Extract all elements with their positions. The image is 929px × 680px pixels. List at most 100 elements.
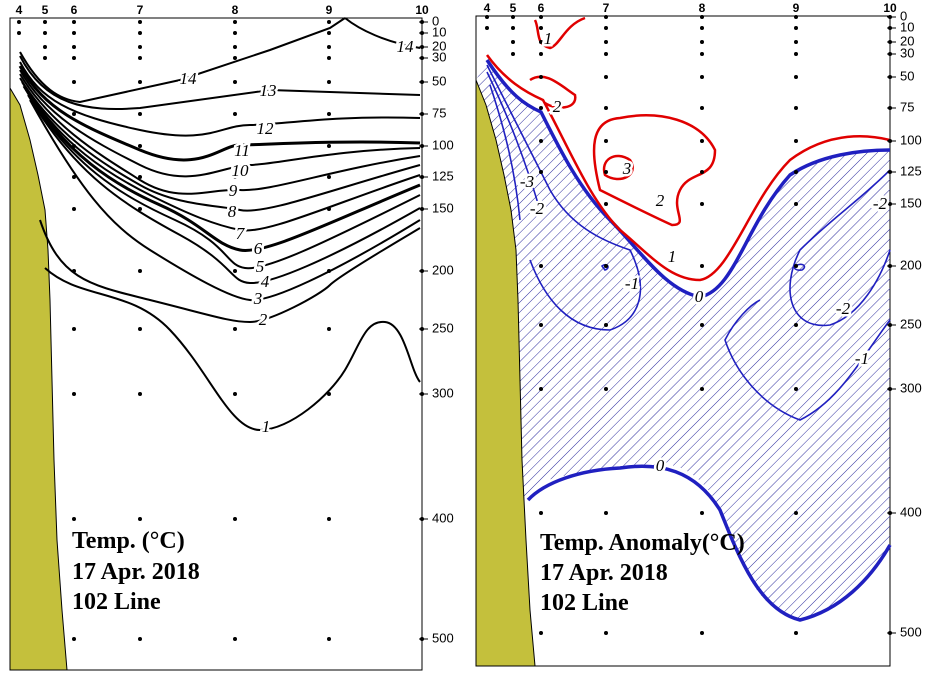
sample-point	[327, 392, 331, 396]
contour-label: 13	[260, 81, 277, 100]
depth-label: 200	[432, 262, 454, 277]
depth-label: 300	[900, 380, 922, 395]
sample-point	[794, 387, 798, 391]
contour-label: 2	[656, 191, 665, 210]
sample-point	[138, 20, 142, 24]
contour-label: -1	[625, 274, 639, 293]
station-label: 10	[415, 3, 429, 17]
sample-point	[539, 26, 543, 30]
sample-point	[17, 31, 21, 35]
contour-label: 9	[229, 181, 238, 200]
depth-label: 50	[900, 68, 914, 83]
sample-point	[604, 170, 608, 174]
station-label: 10	[883, 1, 897, 15]
sample-point	[233, 269, 237, 273]
depth-label: 50	[432, 73, 446, 88]
contour-label: 12	[257, 119, 275, 138]
contour-label: 10	[232, 161, 250, 180]
sample-point	[700, 75, 704, 79]
sample-point	[888, 40, 892, 44]
sample-point	[233, 112, 237, 116]
sample-point	[233, 175, 237, 179]
sample-point	[485, 15, 489, 19]
sample-point	[72, 392, 76, 396]
sample-point	[794, 40, 798, 44]
contour-label: 2	[259, 310, 268, 329]
contour-label: 0	[656, 456, 665, 475]
contours	[18, 17, 421, 432]
panel-title: Temp. Anomaly(°C)	[540, 530, 745, 556]
sample-point	[420, 327, 424, 331]
sample-point	[604, 631, 608, 635]
depth-label: 75	[432, 105, 446, 120]
contour-label: -2	[836, 299, 851, 318]
contour-label: -2	[873, 194, 888, 213]
sample-point	[539, 511, 543, 515]
sample-point	[539, 106, 543, 110]
sample-point	[327, 112, 331, 116]
station-label: 5	[510, 1, 517, 15]
sample-point	[233, 45, 237, 49]
sample-point	[43, 45, 47, 49]
contour-label: 14	[397, 37, 415, 56]
contour-label: 5	[256, 257, 265, 276]
panel-date: 17 Apr. 2018	[72, 559, 200, 585]
coast	[475, 79, 536, 667]
panel-line: 102 Line	[540, 590, 629, 616]
contour-label: -1	[855, 349, 869, 368]
sample-point	[138, 392, 142, 396]
sample-point	[539, 631, 543, 635]
station-label: 6	[71, 3, 78, 17]
sample-point	[233, 56, 237, 60]
sample-point	[794, 139, 798, 143]
station-label: 9	[793, 1, 800, 15]
sample-point	[420, 45, 424, 49]
depth-label: 75	[900, 99, 914, 114]
sample-point	[72, 517, 76, 521]
depth-label: 200	[900, 257, 922, 272]
sample-point	[794, 202, 798, 206]
sample-point	[511, 15, 515, 19]
sample-point	[700, 52, 704, 56]
sample-point	[539, 170, 543, 174]
sample-point	[327, 269, 331, 273]
sample-point	[72, 144, 76, 148]
depth-label: 250	[900, 316, 922, 331]
sample-point	[327, 327, 331, 331]
sample-point	[539, 139, 543, 143]
sample-point	[420, 637, 424, 641]
sample-point	[604, 106, 608, 110]
sample-point	[700, 202, 704, 206]
sample-point	[700, 170, 704, 174]
sample-point	[72, 269, 76, 273]
sample-point	[72, 31, 76, 35]
sample-point	[539, 202, 543, 206]
sample-point	[327, 20, 331, 24]
sample-point	[700, 264, 704, 268]
sample-point	[888, 264, 892, 268]
sample-point	[43, 56, 47, 60]
sample-point	[233, 327, 237, 331]
sample-point	[888, 631, 892, 635]
station-label: 6	[538, 1, 545, 15]
sample-point	[604, 75, 608, 79]
depth-label: 125	[432, 168, 454, 183]
depth-label: 20	[900, 33, 914, 48]
sample-point	[604, 15, 608, 19]
sample-point	[700, 387, 704, 391]
sample-point	[138, 269, 142, 273]
contour-label: -2	[530, 199, 545, 218]
sample-point	[700, 511, 704, 515]
sample-point	[138, 175, 142, 179]
sample-point	[138, 56, 142, 60]
sample-point	[604, 26, 608, 30]
sample-point	[604, 323, 608, 327]
depth-label: 400	[900, 504, 922, 519]
sample-point	[233, 517, 237, 521]
sample-point	[72, 80, 76, 84]
sample-point	[604, 139, 608, 143]
contour-label: 0	[695, 287, 704, 306]
contour-label: 3	[622, 159, 632, 178]
sample-point	[327, 517, 331, 521]
sample-point	[539, 15, 543, 19]
